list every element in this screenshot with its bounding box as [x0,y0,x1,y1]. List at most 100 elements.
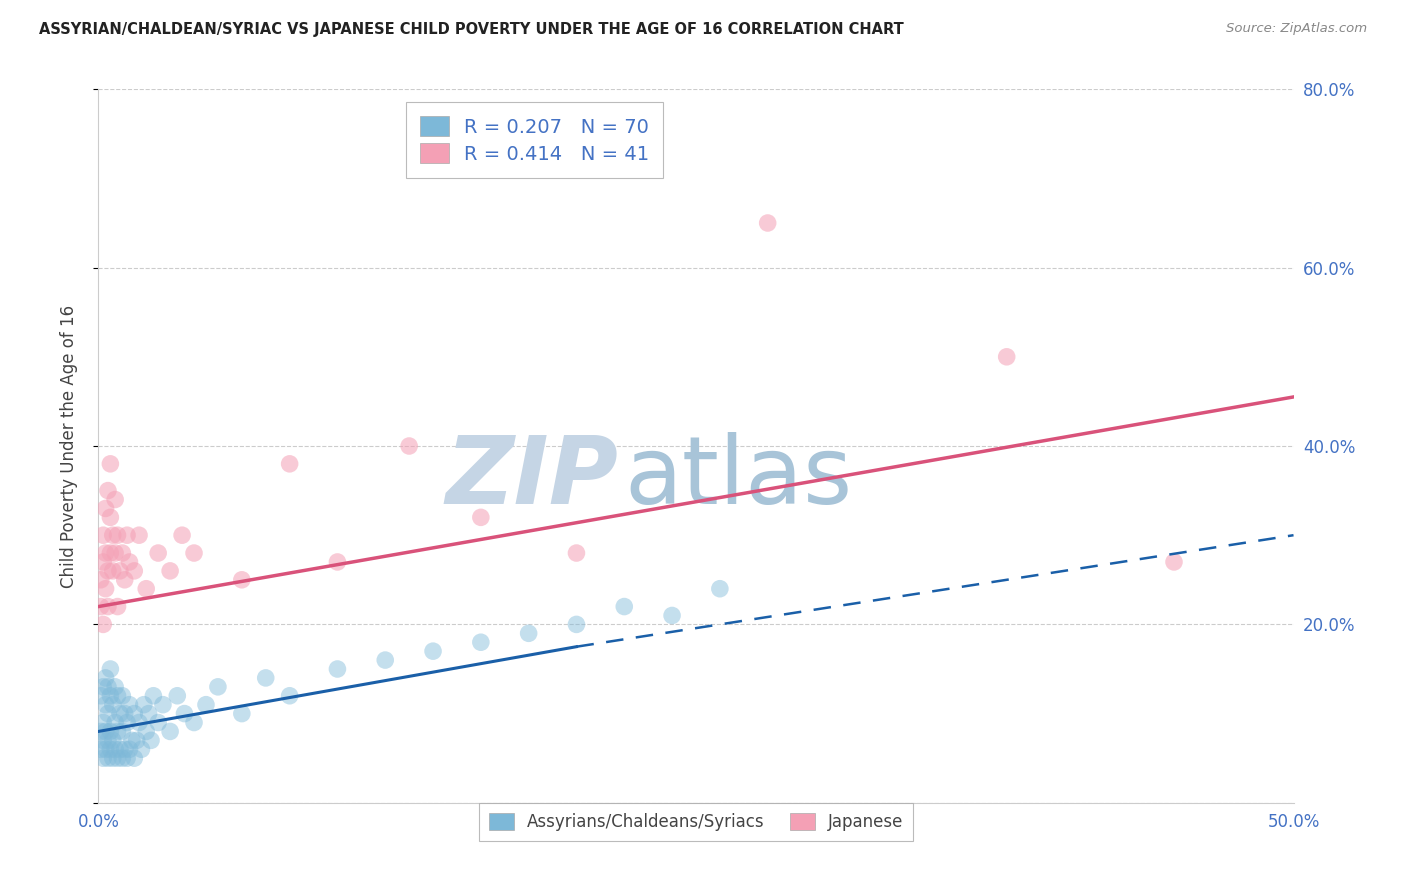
Text: atlas: atlas [624,432,852,524]
Point [94,546,117,560]
Point [115,715,138,730]
Point [172,528,194,542]
Point [135,724,157,739]
Point [104,715,127,730]
Point [97,483,120,498]
Point [104,546,127,560]
Point [1163,555,1185,569]
Point [91,617,114,632]
Point [107,599,129,614]
Point [159,564,181,578]
Point [470,635,492,649]
Point [152,698,174,712]
Point [709,582,731,596]
Point [91,680,114,694]
Point [90,599,112,614]
Point [108,742,131,756]
Point [132,698,155,712]
Point [114,706,136,721]
Point [107,724,129,739]
Point [207,680,229,694]
Point [94,742,117,756]
Point [98,510,122,524]
Point [470,510,492,524]
Point [98,546,122,560]
Point [121,733,143,747]
Point [135,582,157,596]
Point [98,689,122,703]
Point [97,599,120,614]
Point [107,751,129,765]
Point [107,689,129,703]
Point [91,751,114,765]
Point [94,671,117,685]
Point [138,706,160,721]
Point [91,528,114,542]
Point [661,608,683,623]
Point [101,564,124,578]
Point [131,742,153,756]
Point [108,564,131,578]
Point [173,706,195,721]
Point [104,742,127,756]
Point [91,715,114,730]
Point [98,742,122,756]
Point [139,733,162,747]
Point [97,706,120,721]
Point [114,573,136,587]
Point [159,724,181,739]
Point [97,564,120,578]
Point [114,742,136,756]
Text: ZIP: ZIP [446,432,619,524]
Point [128,528,150,542]
Point [111,546,134,560]
Text: Source: ZipAtlas.com: Source: ZipAtlas.com [1226,22,1367,36]
Point [195,698,218,712]
Point [278,457,301,471]
Point [374,653,396,667]
Point [613,599,636,614]
Point [101,751,124,765]
Point [101,528,124,542]
Point [115,528,138,542]
Point [756,216,779,230]
Point [124,751,146,765]
Point [422,644,444,658]
Point [107,528,129,542]
Point [98,662,122,676]
Point [565,617,588,632]
Point [111,751,134,765]
Point [398,439,420,453]
Point [115,751,138,765]
Point [98,457,122,471]
Point [183,546,205,560]
Point [128,715,150,730]
Point [231,706,253,721]
Point [91,555,114,569]
Point [118,698,141,712]
Point [118,555,141,569]
Point [94,698,117,712]
Point [183,715,205,730]
Point [111,689,134,703]
Point [995,350,1018,364]
Point [94,582,117,596]
Point [97,751,120,765]
Point [278,689,301,703]
Point [90,573,112,587]
Point [565,546,588,560]
Point [124,564,146,578]
Point [124,706,146,721]
Point [104,680,127,694]
Point [148,715,170,730]
Point [111,724,134,739]
Point [101,733,124,747]
Point [90,689,112,703]
Point [97,680,120,694]
Point [101,698,124,712]
Text: ASSYRIAN/CHALDEAN/SYRIAC VS JAPANESE CHILD POVERTY UNDER THE AGE OF 16 CORRELATI: ASSYRIAN/CHALDEAN/SYRIAC VS JAPANESE CHI… [39,22,904,37]
Point [97,733,120,747]
Point [148,546,170,560]
Point [98,724,122,739]
Point [94,724,117,739]
